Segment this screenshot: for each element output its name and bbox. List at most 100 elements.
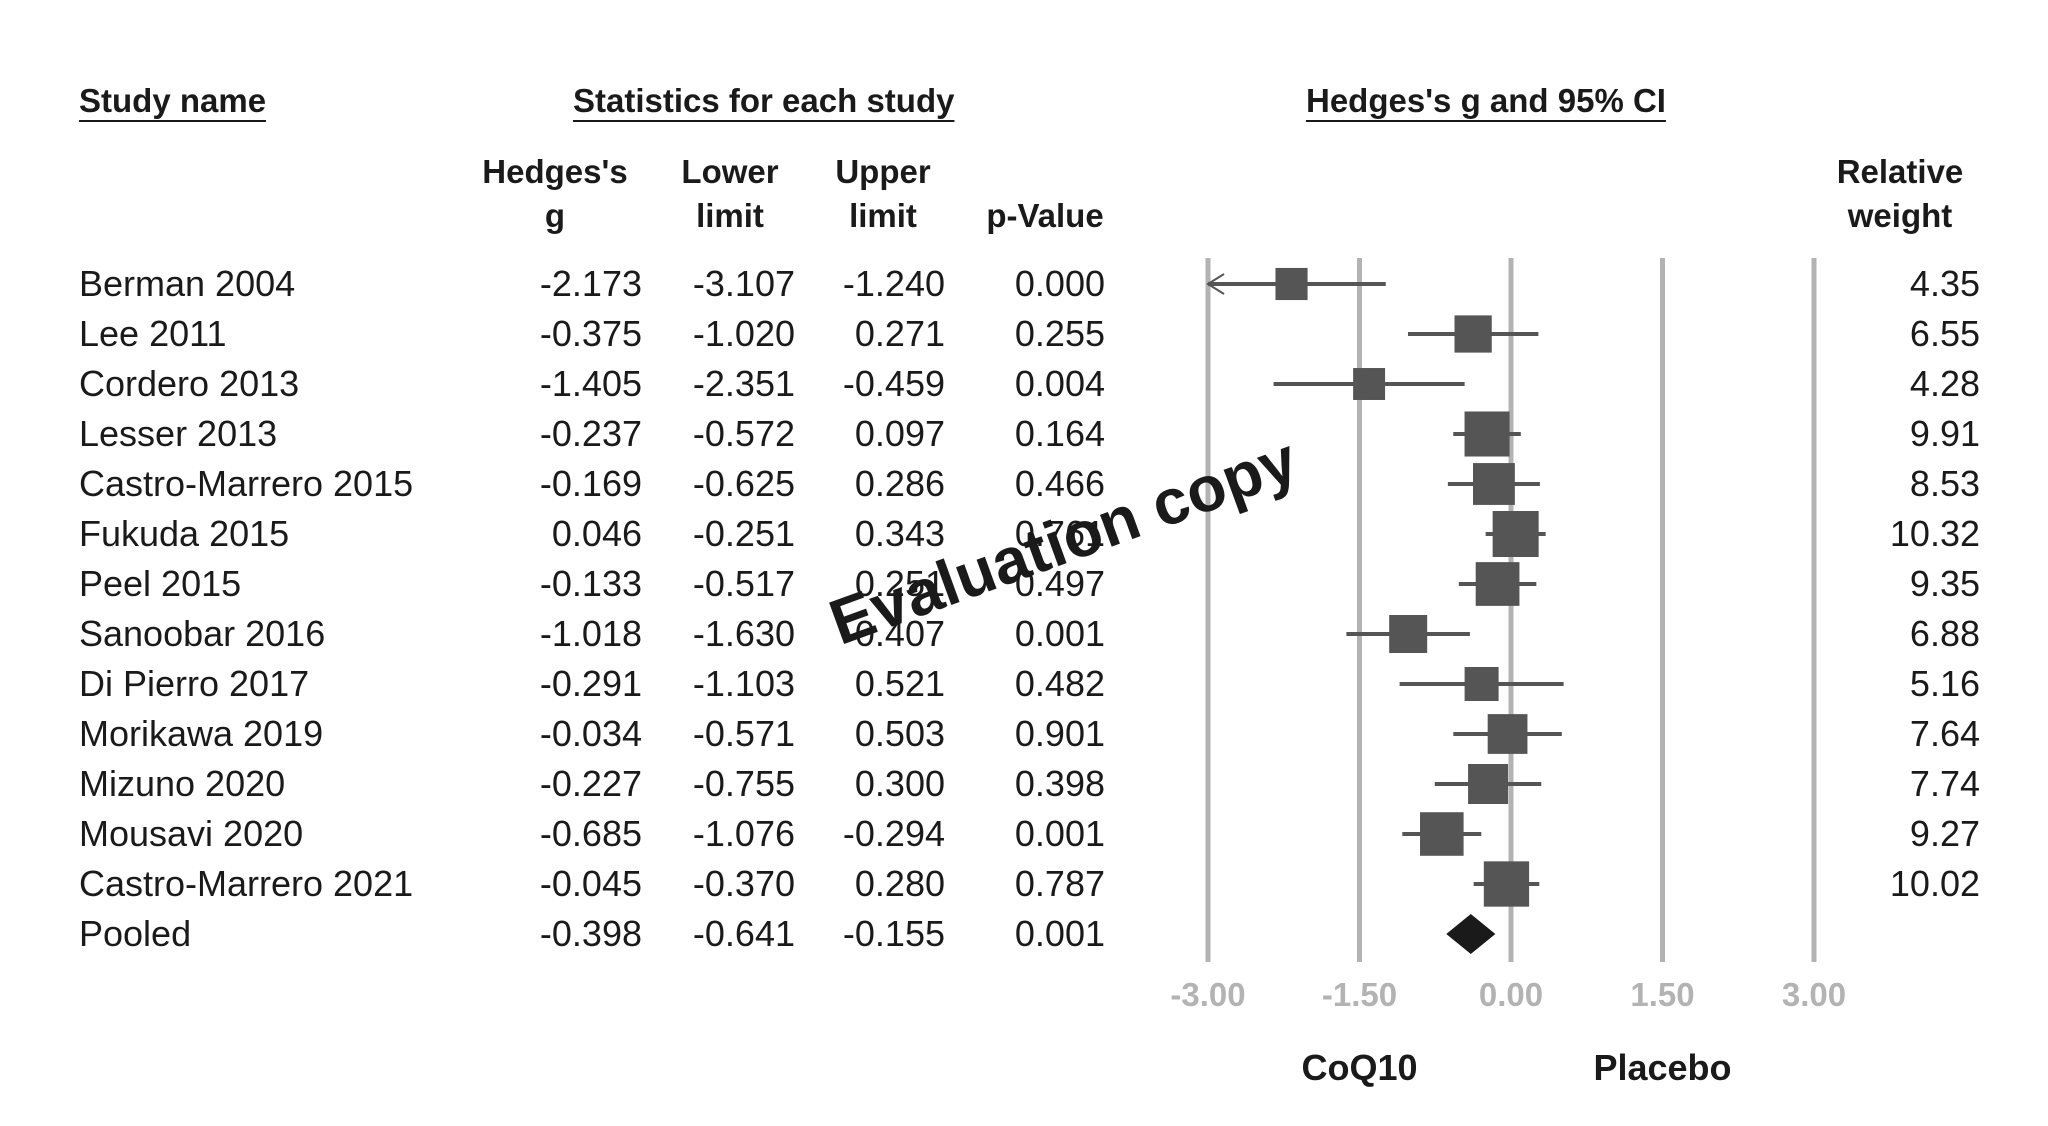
row-study: Di Pierro 2017 (79, 663, 310, 704)
row-upper: 0.251 (854, 563, 945, 604)
effect-marker (1464, 411, 1510, 457)
row-g: -0.227 (539, 763, 642, 804)
row-upper: 0.286 (854, 463, 945, 504)
row-lower: -0.755 (692, 763, 795, 804)
row-weight: 8.53 (1909, 463, 1980, 504)
col-header-lower-line1: Lower (681, 153, 779, 190)
row-g: -1.018 (539, 613, 642, 654)
col-header-upper-line2: limit (849, 197, 917, 234)
header-statistics: Statistics for each study (573, 82, 955, 119)
row-p: 0.482 (1014, 663, 1105, 704)
col-header-p-line: p-Value (986, 197, 1104, 234)
row-weight: 5.16 (1909, 663, 1980, 704)
row-study: Mousavi 2020 (79, 813, 304, 854)
pooled-g: -0.398 (539, 913, 642, 954)
pooled-upper: -0.155 (842, 913, 945, 954)
row-lower: -2.351 (692, 363, 795, 404)
row-study: Fukuda 2015 (79, 513, 290, 554)
col-header-upper-line1: Upper (835, 153, 931, 190)
row-p: 0.001 (1014, 813, 1105, 854)
row-upper: 0.521 (854, 663, 945, 704)
row-upper: 0.300 (854, 763, 945, 804)
row-upper: 0.343 (854, 513, 945, 554)
row-g: -0.291 (539, 663, 642, 704)
col-header-hedges-g: Hedges's g (460, 150, 650, 238)
col-header-upper-limit: Upper limit (813, 150, 953, 238)
effect-marker (1475, 562, 1520, 606)
row-g: -0.133 (539, 563, 642, 604)
row-weight: 9.35 (1909, 563, 1980, 604)
col-header-p-value: p-Value (960, 194, 1130, 238)
header-study-name: Study name (79, 82, 267, 119)
row-weight: 4.35 (1909, 263, 1980, 304)
effect-marker (1353, 368, 1386, 400)
row-upper: -0.459 (842, 363, 945, 404)
row-p: 0.466 (1014, 463, 1105, 504)
row-weight: 7.74 (1909, 763, 1980, 804)
effect-marker (1487, 714, 1528, 754)
row-p: 0.398 (1014, 763, 1105, 804)
row-g: 0.046 (551, 513, 642, 554)
row-g: -1.405 (539, 363, 642, 404)
pooled-diamond (1446, 914, 1496, 954)
row-g: -0.034 (539, 713, 642, 754)
row-p: 0.164 (1014, 413, 1105, 454)
col-header-lower-line2: limit (696, 197, 764, 234)
row-study: Castro-Marrero 2021 (79, 863, 414, 904)
tick-label: 1.50 (1630, 976, 1694, 1013)
effect-marker (1492, 511, 1539, 557)
pooled-p: 0.001 (1014, 913, 1105, 954)
pooled-lower: -0.641 (692, 913, 795, 954)
row-p: 0.004 (1014, 363, 1105, 404)
pooled-study: Pooled (79, 913, 192, 954)
tick-label: -1.50 (1322, 976, 1397, 1013)
col-header-relative-weight: Relative weight (1800, 150, 2000, 238)
row-upper: -0.407 (842, 613, 945, 654)
row-weight: 10.32 (1889, 513, 1980, 554)
row-upper: 0.503 (854, 713, 945, 754)
col-header-hedges-g-line2: g (544, 197, 566, 234)
tick-label: -3.00 (1170, 976, 1245, 1013)
row-lower: -0.370 (692, 863, 795, 904)
row-study: Lesser 2013 (79, 413, 278, 454)
effect-marker (1464, 667, 1499, 701)
row-study: Castro-Marrero 2015 (79, 463, 414, 504)
row-lower: -1.076 (692, 813, 795, 854)
effect-marker (1420, 812, 1464, 856)
side-label-placebo: Placebo (1593, 1047, 1731, 1088)
effect-marker (1473, 463, 1515, 505)
col-header-weight-line2: weight (1847, 197, 1953, 234)
row-upper: 0.280 (854, 863, 945, 904)
tick-label: 0.00 (1479, 976, 1543, 1013)
row-lower: -0.251 (692, 513, 795, 554)
col-header-weight-line1: Relative (1836, 153, 1964, 190)
row-p: 0.001 (1014, 613, 1105, 654)
ci-arrow (1206, 273, 1225, 295)
row-upper: -0.294 (842, 813, 945, 854)
tick-label: 3.00 (1782, 976, 1846, 1013)
row-weight: 10.02 (1889, 863, 1980, 904)
row-study: Cordero 2013 (79, 363, 300, 404)
row-study: Mizuno 2020 (79, 763, 286, 804)
row-study: Lee 2011 (79, 313, 227, 354)
row-p: 0.000 (1014, 263, 1105, 304)
row-lower: -0.517 (692, 563, 795, 604)
effect-marker (1454, 315, 1492, 353)
effect-marker (1468, 764, 1509, 804)
row-lower: -1.630 (692, 613, 795, 654)
row-lower: -1.020 (692, 313, 795, 354)
col-header-lower-limit: Lower limit (660, 150, 800, 238)
row-p: 0.497 (1014, 563, 1105, 604)
side-label-coq10: CoQ10 (1301, 1047, 1417, 1088)
effect-marker (1275, 267, 1308, 301)
row-lower: -0.572 (692, 413, 795, 454)
row-weight: 7.64 (1909, 713, 1980, 754)
row-lower: -0.625 (692, 463, 795, 504)
row-weight: 9.91 (1909, 413, 1980, 454)
row-weight: 4.28 (1909, 363, 1980, 404)
row-g: -2.173 (539, 263, 642, 304)
row-study: Peel 2015 (79, 563, 242, 604)
row-g: -0.237 (539, 413, 642, 454)
row-g: -0.375 (539, 313, 642, 354)
